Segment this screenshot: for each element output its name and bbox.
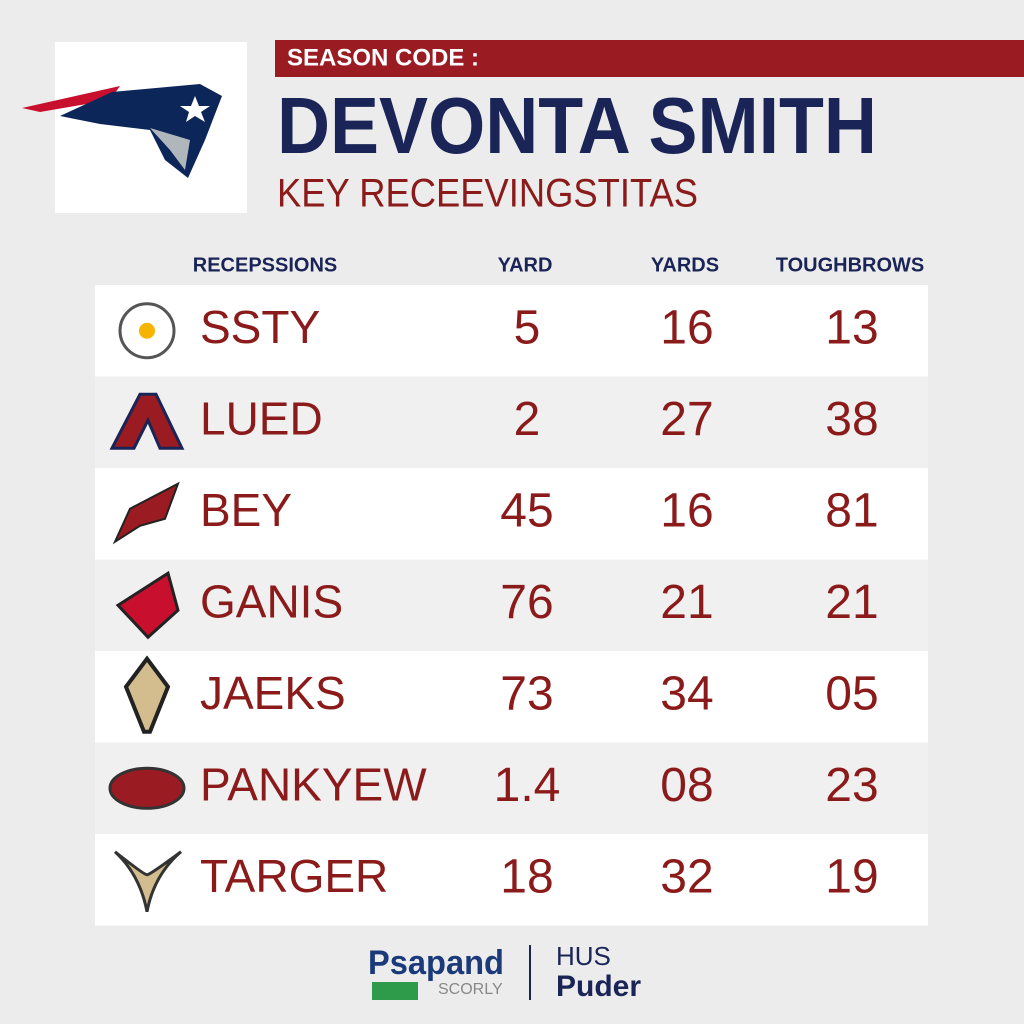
footer-brand-sub: Puder <box>556 970 641 1003</box>
team-icon <box>115 570 180 640</box>
footer-mark <box>372 982 418 1000</box>
logo <box>22 84 222 178</box>
team-name: TARGER <box>200 850 388 902</box>
stat-value: 1.4 <box>494 759 561 812</box>
stat-value: 18 <box>500 850 553 903</box>
column-header: RECEPSSIONS <box>193 254 337 276</box>
team-name: JAEKS <box>200 667 346 719</box>
table-row <box>95 651 928 743</box>
team-name: PANKYEW <box>200 758 427 810</box>
stat-value: 16 <box>660 484 713 537</box>
team-icon <box>123 655 171 734</box>
footer-brand-sub: SCORLY <box>438 981 503 998</box>
footer-brand: Psapand <box>368 944 504 982</box>
table-row <box>95 834 928 926</box>
season-code: SEASON CODE : <box>287 44 479 71</box>
stat-value: 23 <box>825 759 878 812</box>
table: RECEPSSIONS YARD YARDS TOUGHBROWS SSTY 5 16 13 L… <box>95 254 928 926</box>
stat-value: 45 <box>500 484 553 537</box>
team-icon <box>139 322 155 339</box>
table-row <box>95 376 928 468</box>
stat-value: 5 <box>514 301 541 354</box>
table-row <box>95 468 928 560</box>
table-row <box>95 742 928 834</box>
stat-value: 21 <box>825 576 878 629</box>
stat-value: 38 <box>825 393 878 446</box>
team-name: GANIS <box>200 575 343 627</box>
stat-value: 13 <box>825 301 878 354</box>
subtitle: KEY RECEEVINGSTITAS <box>277 172 698 216</box>
team-icon <box>112 481 180 545</box>
stat-value: 05 <box>825 667 878 720</box>
column-header: TOUGHBROWS <box>776 254 925 276</box>
team-name: BEY <box>200 484 292 536</box>
stat-value: 21 <box>660 576 713 629</box>
team-icon <box>113 850 182 913</box>
stat-value: 34 <box>660 667 713 720</box>
stat-value: 32 <box>660 850 713 903</box>
team-icon <box>109 392 185 450</box>
column-header: YARD <box>498 254 553 276</box>
team-name: LUED <box>200 392 323 444</box>
team-icon <box>108 766 186 810</box>
footer-brand: HUS <box>556 941 611 971</box>
stat-value: 81 <box>825 484 878 537</box>
stat-value: 27 <box>660 393 713 446</box>
team-name: SSTY <box>200 301 320 353</box>
column-header: YARDS <box>651 254 719 276</box>
title: DEVONTA SMITH <box>277 81 877 170</box>
stat-value: 73 <box>500 667 553 720</box>
table-row <box>95 285 928 377</box>
stat-value: 76 <box>500 576 553 629</box>
stat-value: 2 <box>514 393 541 446</box>
table-row <box>95 559 928 651</box>
stat-value: 16 <box>660 301 713 354</box>
footer: Psapand SCORLY HUS Puder <box>368 941 641 1003</box>
season-bar <box>275 40 1024 77</box>
stat-value: 19 <box>825 850 878 903</box>
stat-value: 08 <box>660 759 713 812</box>
